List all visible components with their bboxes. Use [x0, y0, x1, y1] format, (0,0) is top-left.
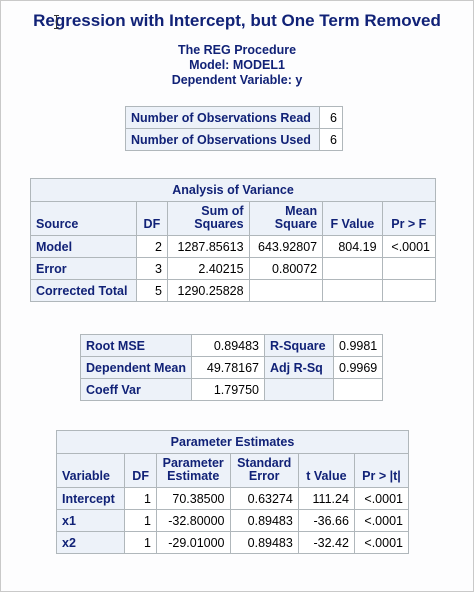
- p-cell: <.0001: [353, 487, 410, 510]
- f-cell: 804.19: [322, 235, 383, 258]
- text-cursor-icon: [54, 15, 59, 29]
- variable-cell: x2: [55, 531, 126, 554]
- dependent-variable-label: Dependent Variable: y: [171, 73, 303, 87]
- obs-read-value: 6: [319, 106, 343, 129]
- col-std-error: Standard Error: [229, 453, 299, 488]
- ms-cell: 643.92807: [248, 235, 324, 258]
- f-cell: [322, 257, 383, 280]
- col-source: Source: [30, 201, 137, 236]
- p-cell: <.0001: [381, 235, 437, 258]
- col-variable: Variable: [55, 453, 126, 488]
- table-row: Error 3 2.40215 0.80072: [30, 257, 437, 280]
- col-param-df: DF: [124, 453, 157, 488]
- obs-read-label: Number of Observations Read: [125, 106, 320, 129]
- estimate-cell: 70.38500: [155, 487, 231, 510]
- obs-used-value: 6: [319, 128, 343, 151]
- fit-value: 49.78167: [191, 356, 266, 379]
- table-row: x1 1 -32.80000 0.89483 -36.66 <.0001: [55, 509, 410, 532]
- fit-label: Adj R-Sq: [264, 356, 335, 379]
- df-cell: 1: [124, 509, 157, 532]
- col-sum-squares: Sum of Squares: [167, 201, 250, 236]
- model-label: Model: MODEL1: [189, 58, 285, 72]
- col-estimate: Parameter Estimate: [155, 453, 231, 488]
- df-cell: 3: [135, 257, 169, 280]
- col-df: DF: [135, 201, 169, 236]
- p-cell: <.0001: [353, 509, 410, 532]
- fit-label: Dependent Mean: [79, 356, 193, 379]
- stderr-cell: 0.89483: [229, 531, 299, 554]
- df-cell: 2: [135, 235, 169, 258]
- f-cell: [322, 279, 383, 302]
- fit-value: 1.79750: [191, 378, 266, 401]
- fit-value: 0.89483: [191, 334, 266, 357]
- params-caption: Parameter Estimates: [56, 430, 409, 454]
- t-cell: -32.42: [297, 531, 355, 554]
- p-cell: [381, 257, 437, 280]
- table-row: Root MSE 0.89483 R-Square 0.9981: [79, 334, 384, 357]
- fit-value: [333, 378, 384, 401]
- col-t-value: t Value: [297, 453, 355, 488]
- ms-cell: 0.80072: [248, 257, 324, 280]
- df-cell: 1: [124, 487, 157, 510]
- table-row: x2 1 -29.01000 0.89483 -32.42 <.0001: [55, 531, 410, 554]
- procedure-title: The REG Procedure: [177, 43, 297, 57]
- fit-label: R-Square: [264, 334, 335, 357]
- table-row: Model 2 1287.85613 643.92807 804.19 <.00…: [30, 235, 437, 258]
- fit-value: 0.9969: [333, 356, 384, 379]
- ss-cell: 1287.85613: [167, 235, 250, 258]
- table-row: Dependent Mean 49.78167 Adj R-Sq 0.9969: [79, 356, 384, 379]
- ss-cell: 2.40215: [167, 257, 250, 280]
- fit-label: Coeff Var: [79, 378, 193, 401]
- source-cell: Model: [30, 235, 137, 258]
- df-cell: 1: [124, 531, 157, 554]
- fit-statistics-table: Root MSE 0.89483 R-Square 0.9981 Depende…: [79, 334, 384, 401]
- source-cell: Error: [30, 257, 137, 280]
- observations-table: Number of Observations Read 6 Number of …: [125, 106, 343, 151]
- report-title: Regression with Intercept, but One Term …: [33, 11, 441, 30]
- parameter-estimates-table: Parameter Estimates Variable DF Paramete…: [55, 430, 410, 554]
- t-cell: -36.66: [297, 509, 355, 532]
- estimate-cell: -29.01000: [155, 531, 231, 554]
- df-cell: 5: [135, 279, 169, 302]
- table-row: Number of Observations Read 6: [125, 106, 343, 129]
- table-row: Coeff Var 1.79750: [79, 378, 384, 401]
- fit-label: [264, 378, 335, 401]
- col-mean-square: Mean Square: [248, 201, 324, 236]
- stderr-cell: 0.89483: [229, 509, 299, 532]
- ss-cell: 1290.25828: [167, 279, 250, 302]
- variable-cell: x1: [55, 509, 126, 532]
- ms-cell: [248, 279, 324, 302]
- fit-value: 0.9981: [333, 334, 384, 357]
- anova-table: Analysis of Variance Source DF Sum of Squ…: [30, 178, 437, 302]
- col-f-value: F Value: [322, 201, 383, 236]
- table-row: Intercept 1 70.38500 0.63274 111.24 <.00…: [55, 487, 410, 510]
- stderr-cell: 0.63274: [229, 487, 299, 510]
- t-cell: 111.24: [297, 487, 355, 510]
- col-pr-f: Pr > F: [381, 201, 437, 236]
- estimate-cell: -32.80000: [155, 509, 231, 532]
- table-row: Number of Observations Used 6: [125, 128, 343, 151]
- table-row: Corrected Total 5 1290.25828: [30, 279, 437, 302]
- fit-label: Root MSE: [79, 334, 193, 357]
- anova-caption: Analysis of Variance: [30, 178, 436, 202]
- p-cell: [381, 279, 437, 302]
- p-cell: <.0001: [353, 531, 410, 554]
- col-pr-t: Pr > |t|: [353, 453, 410, 488]
- source-cell: Corrected Total: [30, 279, 137, 302]
- obs-used-label: Number of Observations Used: [125, 128, 320, 151]
- variable-cell: Intercept: [55, 487, 126, 510]
